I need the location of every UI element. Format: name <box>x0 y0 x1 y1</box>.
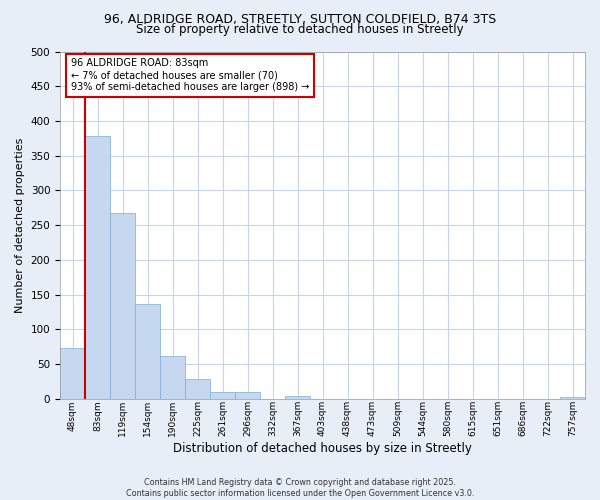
Bar <box>60 348 85 399</box>
Y-axis label: Number of detached properties: Number of detached properties <box>15 138 25 313</box>
Bar <box>285 396 310 398</box>
Bar <box>135 304 160 398</box>
Bar <box>160 356 185 399</box>
X-axis label: Distribution of detached houses by size in Streetly: Distribution of detached houses by size … <box>173 442 472 455</box>
Bar <box>85 136 110 398</box>
Bar <box>110 214 135 398</box>
Text: 96 ALDRIDGE ROAD: 83sqm
← 7% of detached houses are smaller (70)
93% of semi-det: 96 ALDRIDGE ROAD: 83sqm ← 7% of detached… <box>71 58 309 92</box>
Bar <box>235 392 260 398</box>
Text: 96, ALDRIDGE ROAD, STREETLY, SUTTON COLDFIELD, B74 3TS: 96, ALDRIDGE ROAD, STREETLY, SUTTON COLD… <box>104 12 496 26</box>
Text: Contains HM Land Registry data © Crown copyright and database right 2025.
Contai: Contains HM Land Registry data © Crown c… <box>126 478 474 498</box>
Text: Size of property relative to detached houses in Streetly: Size of property relative to detached ho… <box>136 22 464 36</box>
Bar <box>185 378 210 398</box>
Bar <box>210 392 235 398</box>
